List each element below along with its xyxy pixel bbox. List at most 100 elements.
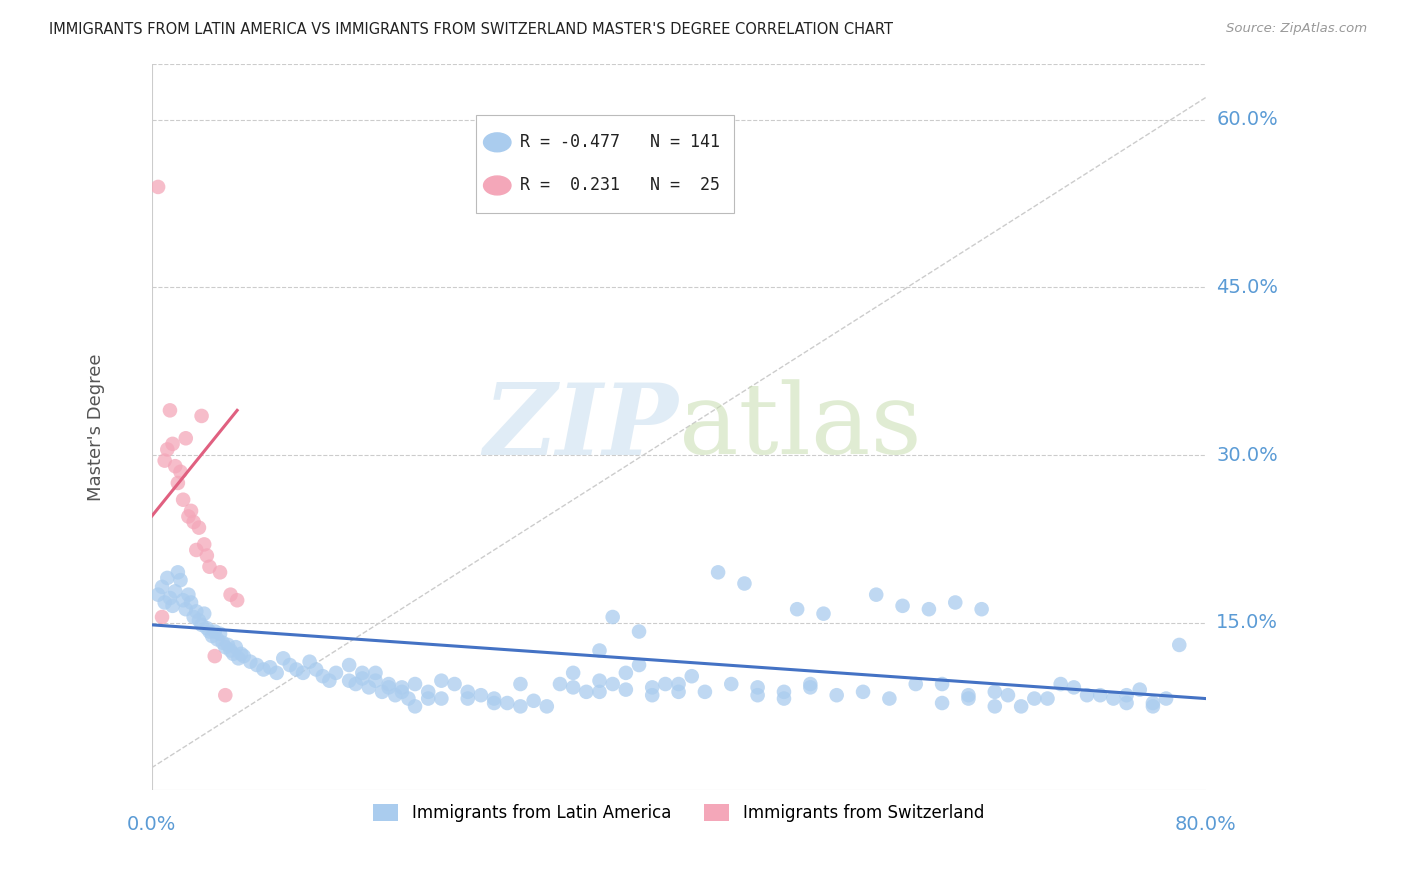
Point [165, 459, 187, 474]
Text: Source: ZipAtlas.com: Source: ZipAtlas.com [1226, 22, 1367, 36]
Point [214, 688, 236, 702]
Point [252, 663, 274, 677]
Point [509, 699, 531, 714]
Point [165, 584, 187, 599]
Text: 30.0%: 30.0% [1216, 445, 1278, 465]
Point [865, 588, 887, 602]
Text: R = -0.477   N = 141: R = -0.477 N = 141 [520, 133, 720, 152]
Point [180, 504, 202, 518]
Text: 80.0%: 80.0% [1175, 814, 1236, 834]
Point [457, 685, 479, 699]
Point [207, 632, 229, 647]
Point [904, 677, 927, 691]
Point [681, 669, 703, 683]
Point [891, 599, 914, 613]
Point [219, 643, 242, 657]
Point [278, 658, 301, 673]
Text: 60.0%: 60.0% [1216, 111, 1278, 129]
Point [153, 595, 176, 609]
Point [720, 677, 742, 691]
Point [187, 521, 209, 535]
Point [208, 626, 231, 640]
Point [457, 691, 479, 706]
Point [153, 453, 176, 467]
Point [364, 665, 387, 680]
Point [1129, 682, 1152, 697]
Point [588, 673, 610, 688]
Point [318, 673, 340, 688]
Point [1024, 691, 1046, 706]
Point [1063, 681, 1085, 695]
Point [997, 688, 1019, 702]
Point [239, 655, 262, 669]
Point [180, 595, 202, 609]
Point [150, 610, 173, 624]
Point [344, 677, 367, 691]
Point [523, 694, 546, 708]
Point [193, 537, 215, 551]
Point [259, 660, 281, 674]
Point [384, 688, 406, 702]
Text: atlas: atlas [679, 379, 921, 475]
Point [150, 580, 173, 594]
Point [298, 655, 321, 669]
Point [641, 681, 664, 695]
Point [198, 559, 221, 574]
Point [588, 685, 610, 699]
Point [357, 681, 380, 695]
Point [377, 677, 399, 691]
Point [266, 665, 288, 680]
Point [747, 688, 769, 702]
Point [430, 691, 453, 706]
Point [162, 599, 184, 613]
Point [931, 677, 953, 691]
Point [536, 699, 558, 714]
Point [337, 658, 360, 673]
FancyBboxPatch shape [477, 115, 734, 213]
Point [852, 685, 875, 699]
Point [172, 593, 194, 607]
Point [773, 685, 796, 699]
Text: 45.0%: 45.0% [1216, 278, 1278, 297]
Point [371, 685, 394, 699]
Point [443, 677, 465, 691]
Point [1115, 696, 1137, 710]
Point [195, 549, 218, 563]
Point [786, 602, 808, 616]
Point [190, 409, 212, 423]
Point [169, 465, 191, 479]
Point [404, 677, 426, 691]
Point [1036, 691, 1059, 706]
Point [418, 691, 440, 706]
Point [668, 677, 690, 691]
Point [398, 691, 420, 706]
Point [984, 699, 1007, 714]
Point [391, 681, 413, 695]
Point [482, 696, 505, 710]
Point [418, 685, 440, 699]
Point [773, 691, 796, 706]
Point [226, 593, 249, 607]
Point [156, 442, 179, 457]
Point [271, 651, 294, 665]
Point [482, 691, 505, 706]
Point [208, 566, 231, 580]
Point [352, 665, 374, 680]
Point [799, 681, 821, 695]
Point [825, 688, 848, 702]
Point [1049, 677, 1071, 691]
Text: R =  0.231   N =  25: R = 0.231 N = 25 [520, 177, 720, 194]
Point [201, 629, 224, 643]
Point [430, 673, 453, 688]
Point [222, 647, 245, 661]
Point [747, 681, 769, 695]
Point [186, 543, 208, 558]
Point [167, 566, 190, 580]
Point [562, 665, 585, 680]
Point [228, 651, 250, 665]
Point [602, 677, 624, 691]
Point [214, 640, 236, 655]
Point [548, 677, 571, 691]
Point [614, 665, 637, 680]
Point [470, 688, 492, 702]
